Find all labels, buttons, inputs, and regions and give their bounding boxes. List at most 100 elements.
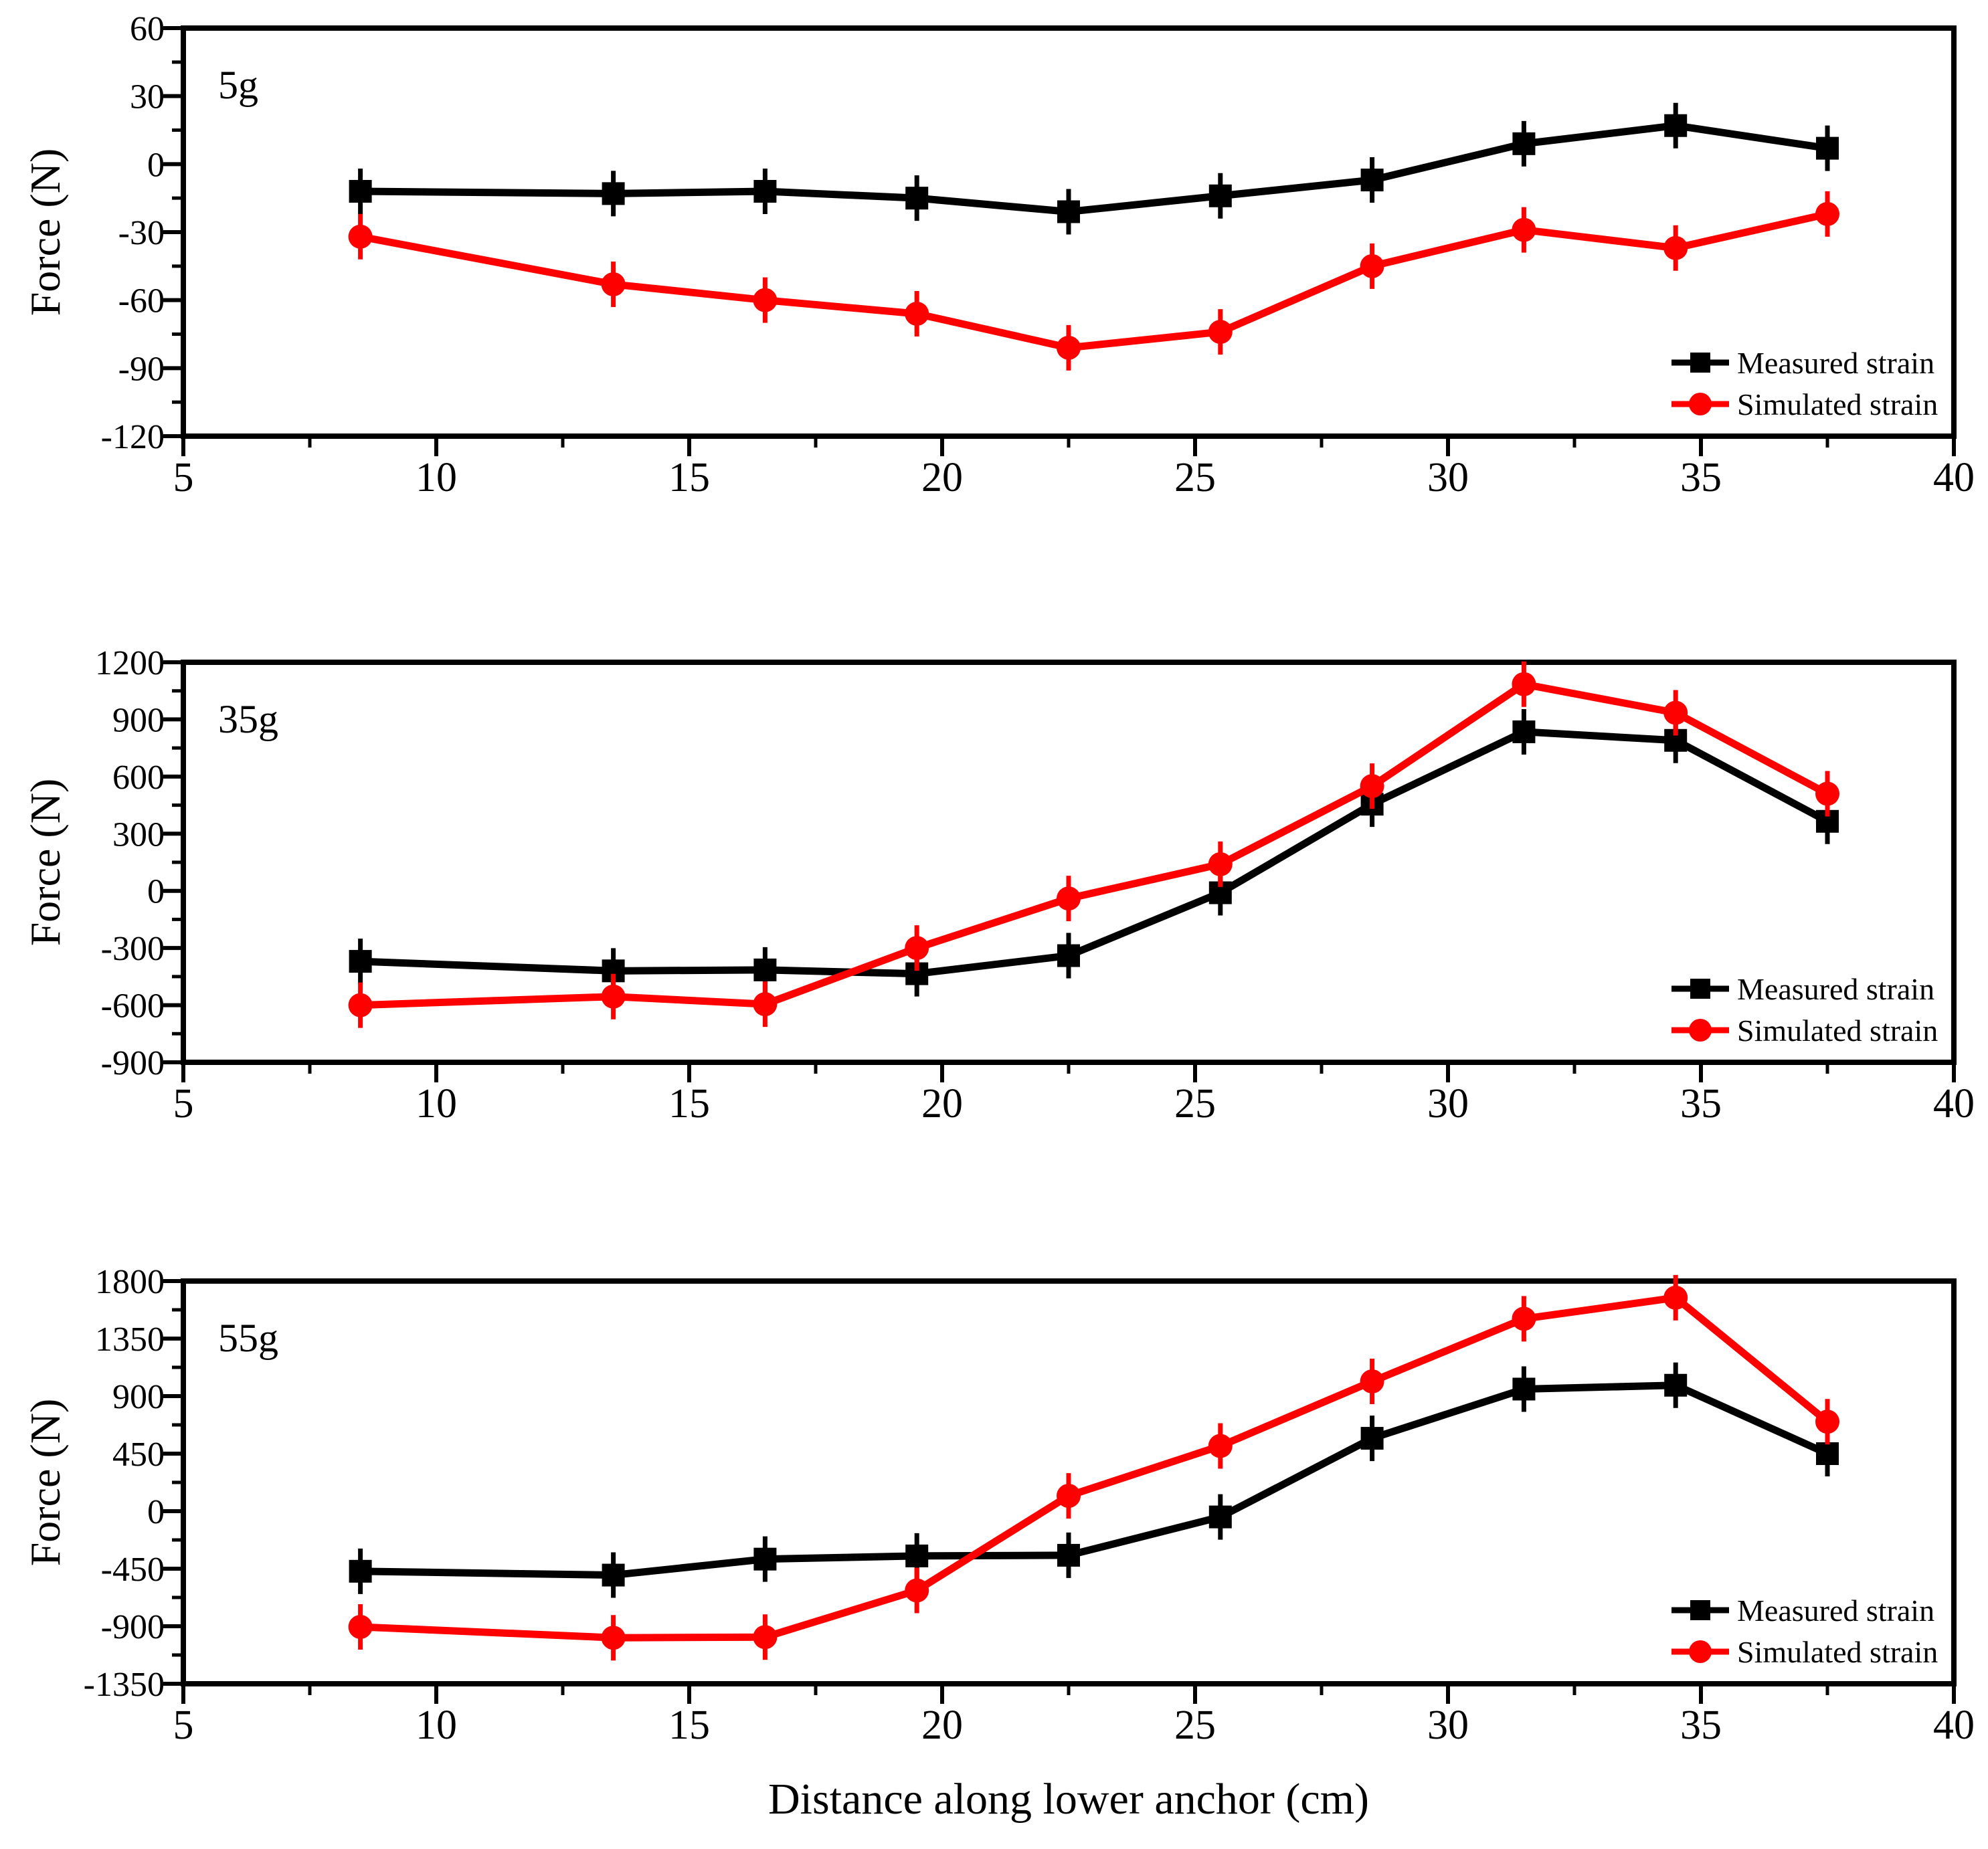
y-tick-label: 600 xyxy=(112,759,165,797)
y-tick-label: -90 xyxy=(118,350,165,388)
x-tick-label: 15 xyxy=(668,1702,710,1748)
measured-strain-line xyxy=(360,122,1828,216)
x-tick-label: 40 xyxy=(1933,455,1975,500)
simulated-strain-marker xyxy=(1208,852,1233,876)
simulated-strain-marker xyxy=(601,1626,626,1650)
simulated-strain-line xyxy=(360,1294,1830,1642)
panel-annotation: 55g xyxy=(218,1316,278,1360)
legend-marker-simulated-strain xyxy=(1689,1640,1712,1663)
y-tick-label: -60 xyxy=(118,282,165,320)
y-tick-label: -450 xyxy=(101,1551,165,1589)
simulated-strain-marker xyxy=(1663,700,1688,725)
y-axis-title-panel-55g: Force (N) xyxy=(21,1398,69,1567)
measured-strain-marker xyxy=(1360,1427,1384,1450)
x-tick-label: 30 xyxy=(1427,1702,1469,1748)
x-tick-label: 35 xyxy=(1680,1081,1722,1127)
y-tick-label: 900 xyxy=(112,701,165,739)
simulated-strain-marker xyxy=(905,302,929,326)
simulated-strain-marker xyxy=(601,272,626,296)
y-tick-label: -300 xyxy=(101,930,165,968)
x-tick-label: 10 xyxy=(416,1702,457,1748)
measured-strain-marker xyxy=(349,180,372,203)
measured-strain-marker xyxy=(1664,1373,1688,1397)
y-tick-label: 1200 xyxy=(95,644,165,682)
measured-strain-marker xyxy=(1512,720,1536,743)
x-tick-label: 5 xyxy=(173,1081,194,1127)
x-tick-label: 40 xyxy=(1933,1081,1975,1127)
measured-strain-marker xyxy=(349,1559,372,1583)
measured-strain-marker xyxy=(1816,1442,1839,1465)
simulated-strain-marker xyxy=(1815,201,1839,226)
y-tick-label: 450 xyxy=(112,1436,165,1474)
simulated-strain-marker xyxy=(1663,235,1688,260)
legend-label-simulated-strain: Simulated strain xyxy=(1737,1635,1938,1669)
legend-label-simulated-strain: Simulated strain xyxy=(1737,1013,1938,1048)
panel-annotation: 5g xyxy=(218,63,258,107)
simulated-strain-marker xyxy=(1815,1409,1839,1434)
simulated-strain-marker xyxy=(753,288,778,312)
x-tick-label: 30 xyxy=(1427,1081,1469,1127)
y-tick-label: 0 xyxy=(147,873,165,911)
x-tick-label: 10 xyxy=(416,1081,457,1127)
measured-strain-line xyxy=(360,728,1829,978)
measured-strain-marker xyxy=(905,187,929,210)
measured-strain-marker xyxy=(1512,1377,1536,1401)
x-tick-label: 20 xyxy=(921,455,963,500)
simulated-strain-marker xyxy=(753,992,778,1017)
x-tick-label: 10 xyxy=(416,455,457,500)
x-tick-label: 35 xyxy=(1680,455,1722,500)
panel-annotation: 35g xyxy=(218,697,278,741)
y-tick-label: 300 xyxy=(112,815,165,854)
simulated-strain-marker xyxy=(1057,886,1081,911)
legend-marker-simulated-strain xyxy=(1689,393,1712,415)
x-tick-label: 40 xyxy=(1933,1702,1975,1748)
measured-strain-marker xyxy=(1057,944,1080,967)
y-tick-label: 1350 xyxy=(95,1321,165,1359)
simulated-strain-marker xyxy=(1208,320,1233,345)
simulated-strain-marker xyxy=(1360,774,1384,799)
simulated-strain-line xyxy=(360,680,1829,1009)
simulated-strain-line xyxy=(359,210,1829,352)
legend-marker-simulated-strain xyxy=(1689,1019,1712,1042)
legend-marker-measured-strain xyxy=(1690,979,1710,999)
simulated-strain-marker xyxy=(1057,335,1081,360)
measured-strain-marker xyxy=(1208,1505,1232,1529)
measured-strain-marker xyxy=(1512,132,1536,155)
legend-marker-measured-strain xyxy=(1690,1600,1710,1620)
simulated-strain-marker xyxy=(1512,1306,1536,1331)
x-axis-title: Distance along lower anchor (cm) xyxy=(768,1775,1369,1824)
y-tick-label: 0 xyxy=(147,146,165,184)
y-tick-label: -30 xyxy=(118,214,165,252)
x-tick-label: 20 xyxy=(921,1702,963,1748)
legend-label-simulated-strain: Simulated strain xyxy=(1737,387,1938,421)
simulated-strain-marker xyxy=(348,224,373,249)
y-tick-label: -120 xyxy=(101,418,165,456)
x-tick-label: 20 xyxy=(921,1081,963,1127)
x-tick-label: 5 xyxy=(173,455,194,500)
x-tick-label: 25 xyxy=(1174,1081,1216,1127)
y-tick-label: 1800 xyxy=(95,1263,165,1301)
measured-strain-marker xyxy=(602,1563,625,1587)
measured-strain-marker xyxy=(753,958,777,981)
legend-label-measured-strain: Measured strain xyxy=(1737,346,1934,380)
y-tick-label: 30 xyxy=(130,78,165,116)
measured-strain-marker xyxy=(753,1547,777,1571)
measured-strain-marker xyxy=(1057,200,1080,223)
x-tick-label: 15 xyxy=(668,455,710,500)
measured-strain-marker xyxy=(349,950,372,973)
y-axis-title-panel-35g: Force (N) xyxy=(21,778,69,947)
y-tick-label: 900 xyxy=(112,1378,165,1416)
y-tick-label: 0 xyxy=(147,1493,165,1531)
measured-strain-marker xyxy=(602,182,625,205)
x-tick-label: 15 xyxy=(668,1081,710,1127)
measured-strain-marker xyxy=(1057,1543,1080,1567)
measured-strain-marker xyxy=(1208,184,1232,207)
y-tick-label: 60 xyxy=(130,10,165,48)
y-tick-label: -1350 xyxy=(84,1666,165,1704)
x-tick-label: 30 xyxy=(1427,455,1469,500)
measured-strain-line xyxy=(360,1381,1829,1579)
